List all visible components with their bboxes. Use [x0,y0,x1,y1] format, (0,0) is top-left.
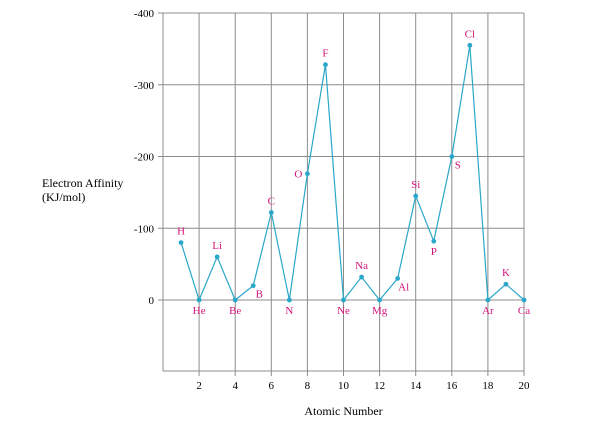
data-point-Si [413,193,419,199]
y-axis-title-line1: Electron Affinity [42,176,123,190]
x-tick-label: 12 [374,380,385,392]
series-line [180,45,525,302]
element-label-O: O [294,169,302,181]
x-tick-label: 16 [446,380,458,392]
element-label-Ca: Ca [518,305,530,317]
data-point-Mg [377,297,382,303]
data-point-Cl [467,42,473,48]
data-point-Ar [485,297,491,303]
y-tick-label: -100 [134,223,155,235]
x-tick-label: 8 [305,380,311,392]
element-label-C: C [268,195,275,207]
element-label-F: F [322,48,328,60]
element-label-K: K [502,267,510,279]
element-labels: H He Li Be B C N O F Ne Na Mg Al Si P S Cl Ar K Ca [177,28,530,317]
element-label-Be: Be [229,305,241,317]
element-label-P: P [431,246,437,258]
x-tick-label: 14 [410,380,422,392]
element-label-B: B [256,289,263,301]
y-axis-title-line2: (KJ/mol) [42,190,85,204]
element-label-Cl: Cl [465,28,475,40]
data-point-F [323,62,328,68]
data-points [178,42,527,303]
x-tick-label: 18 [482,380,494,392]
x-tick-label: 20 [519,380,531,392]
y-tick-label: -400 [134,8,155,20]
data-point-C [268,210,274,215]
element-label-Ar: Ar [482,305,494,317]
data-point-Na [359,274,364,280]
axes [158,12,525,376]
data-point-K [503,281,509,287]
data-point-Ca [521,297,527,303]
y-tick-label: -200 [134,152,155,164]
tick-labels: -400 -300 -200 -100 0 2 4 6 8 10 12 14 16 18 20 [134,8,530,392]
element-label-Li: Li [212,240,222,252]
data-point-He [196,297,202,303]
grid [163,12,525,371]
y-tick-label: 0 [149,295,155,307]
element-label-He: He [193,305,206,317]
element-label-H: H [177,226,185,238]
x-axis-title: Atomic Number [304,404,382,418]
x-tick-label: 10 [338,380,350,392]
element-label-Na: Na [355,260,368,272]
data-point-P [431,238,437,244]
element-label-Si: Si [411,179,420,191]
data-point-Al [395,276,401,281]
data-point-Li [214,254,220,260]
element-label-Al: Al [398,281,409,293]
element-label-Ne: Ne [337,305,350,317]
data-point-H [178,240,184,246]
data-point-N [286,297,292,303]
data-point-S [449,154,455,159]
x-tick-label: 6 [269,380,275,392]
data-point-Be [232,297,238,303]
data-point-Ne [341,297,346,303]
data-point-B [250,283,256,289]
element-label-Mg: Mg [372,305,388,317]
x-tick-label: 4 [232,380,238,392]
element-label-N: N [285,305,293,317]
y-tick-label: -300 [134,80,155,92]
data-point-O [305,171,310,177]
element-label-S: S [455,160,461,172]
x-tick-label: 2 [196,380,202,392]
